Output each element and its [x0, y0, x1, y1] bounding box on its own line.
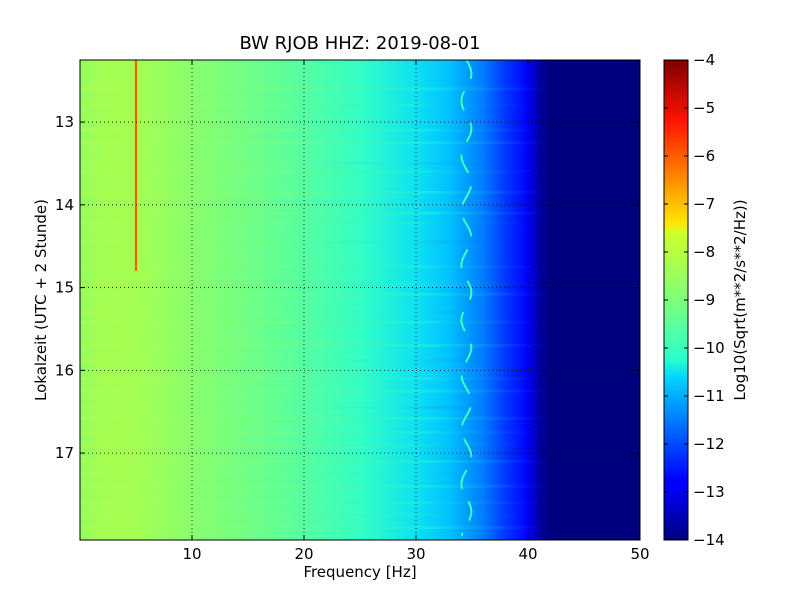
y-tick-label: 14 [55, 196, 74, 214]
y-tick-label: 13 [55, 113, 74, 131]
burst-band [80, 320, 540, 324]
colorbar-tick-label: −7 [693, 195, 715, 213]
colorbar-tick-label: −6 [693, 147, 715, 165]
burst-layer [80, 87, 551, 530]
burst-band [80, 430, 540, 434]
colorbar-label: Log10(Sqrt(m**2/s**2/Hz)) [731, 199, 749, 400]
burst-band [80, 416, 551, 420]
burst-band [80, 281, 528, 285]
burst-band [80, 161, 506, 165]
burst-band [80, 501, 540, 505]
burst-band [80, 221, 528, 225]
burst-band [80, 310, 517, 314]
burst-band [80, 526, 551, 530]
y-tick-label: 16 [55, 361, 74, 379]
x-tick-label: 50 [630, 545, 649, 563]
burst-band [80, 240, 506, 244]
spectrum-background [80, 60, 640, 540]
x-axis: 10 20 30 40 50 [182, 60, 650, 563]
burst-band [80, 128, 540, 132]
x-tick-label: 10 [182, 545, 201, 563]
burst-band [80, 170, 540, 174]
burst-band [80, 406, 495, 410]
chart-title: BW RJOB HHZ: 2019-08-01 [239, 33, 480, 54]
x-tick-label: 30 [406, 545, 425, 563]
burst-band [80, 344, 551, 348]
y-axis: 13 14 15 16 17 [55, 113, 640, 462]
spectrogram-heatmap [80, 60, 640, 540]
x-tick-label: 20 [294, 545, 313, 563]
burst-band [80, 389, 551, 393]
y-tick-label: 15 [55, 279, 74, 297]
burst-band [80, 211, 551, 215]
burst-band [80, 87, 551, 91]
burst-band [80, 459, 551, 463]
burst-band [80, 358, 506, 362]
burst-band [80, 141, 551, 145]
grid-lines [80, 60, 640, 540]
colorbar-tick-label: −5 [693, 99, 715, 117]
burst-band [80, 377, 540, 381]
colorbar-tick-label: −11 [693, 387, 725, 405]
burst-band [80, 484, 551, 488]
colorbar-tick-label: −8 [693, 243, 715, 261]
colorbar-tick-label: −9 [693, 291, 715, 309]
colorbar-tick-label: −13 [693, 483, 725, 501]
colorbar-tick-label: −14 [693, 531, 725, 549]
y-tick-label: 17 [55, 444, 74, 462]
colorbar-tick-label: −10 [693, 339, 725, 357]
burst-band [80, 190, 551, 194]
burst-band [80, 104, 528, 108]
burst-band [80, 265, 540, 269]
x-axis-label: Frequency [Hz] [303, 563, 416, 581]
y-axis-label: Lokalzeit (UTC + 2 Stunde) [32, 199, 50, 401]
colorbar-ticks: −4 −5 −6 −7 −8 −9 −10 −11 −12 −13 −14 [664, 51, 725, 549]
burst-band [80, 513, 528, 517]
x-tick-label: 40 [518, 545, 537, 563]
burst-band [80, 292, 551, 296]
plot-frame [79, 59, 641, 541]
burst-band [80, 472, 517, 476]
spectral-line-wandering [460, 60, 473, 537]
colorbar-tick-label: −12 [693, 435, 725, 453]
spectral-line-layer [134, 60, 473, 537]
colorbar-tick-label: −4 [693, 51, 715, 69]
